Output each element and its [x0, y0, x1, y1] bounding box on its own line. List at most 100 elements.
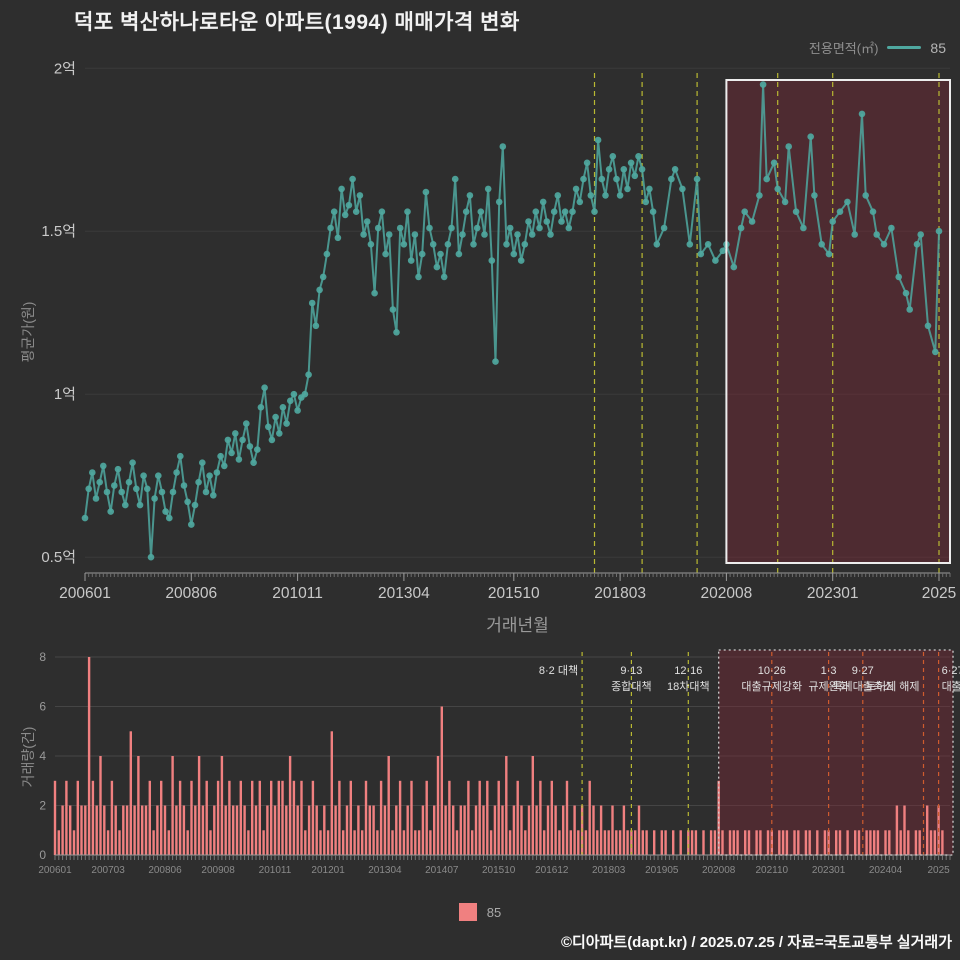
price-point[interactable] [290, 390, 298, 398]
price-point[interactable] [825, 250, 833, 258]
volume-bar[interactable] [80, 805, 83, 856]
price-point[interactable] [719, 247, 727, 255]
price-point[interactable] [642, 198, 650, 206]
price-point[interactable] [188, 521, 195, 528]
volume-bar[interactable] [216, 780, 220, 856]
volume-bar[interactable] [630, 830, 633, 856]
volume-bar[interactable] [254, 805, 258, 856]
price-point[interactable] [807, 133, 814, 140]
price-point[interactable] [96, 478, 103, 486]
volume-bar[interactable] [524, 830, 527, 856]
price-point[interactable] [679, 185, 686, 193]
volume-bar[interactable] [319, 830, 322, 856]
price-point[interactable] [481, 231, 488, 238]
price-point[interactable] [503, 241, 510, 248]
price-point[interactable] [389, 306, 397, 313]
price-point[interactable] [155, 472, 162, 480]
price-point[interactable] [470, 241, 477, 248]
volume-bar[interactable] [478, 780, 481, 856]
volume-bar[interactable] [914, 830, 918, 856]
volume-bar[interactable] [857, 830, 861, 856]
volume-bar[interactable] [455, 830, 459, 856]
volume-bar[interactable] [133, 805, 136, 856]
volume-bar[interactable] [941, 830, 944, 856]
volume-bar[interactable] [622, 805, 626, 856]
price-point[interactable] [671, 166, 679, 173]
volume-bar[interactable] [759, 830, 762, 856]
volume-bar[interactable] [118, 830, 121, 856]
volume-bar[interactable] [489, 830, 493, 856]
price-point[interactable] [635, 153, 642, 160]
price-point[interactable] [924, 322, 932, 330]
price-point[interactable] [547, 231, 554, 238]
volume-bar[interactable] [152, 830, 155, 856]
price-point[interactable] [536, 224, 543, 232]
price-point[interactable] [330, 208, 338, 215]
price-point[interactable] [455, 250, 463, 258]
volume-bar[interactable] [410, 780, 413, 856]
price-point[interactable] [144, 485, 151, 493]
price-point[interactable] [517, 257, 525, 264]
price-point[interactable] [932, 348, 939, 356]
price-point[interactable] [107, 508, 114, 515]
price-point[interactable] [836, 208, 844, 215]
price-point[interactable] [140, 472, 147, 480]
price-point[interactable] [319, 273, 327, 281]
volume-bar[interactable] [186, 830, 189, 856]
volume-bar[interactable] [417, 830, 421, 856]
price-point[interactable] [499, 143, 507, 150]
price-point[interactable] [287, 397, 294, 405]
volume-bar[interactable] [728, 830, 732, 856]
volume-bar[interactable] [929, 830, 933, 856]
price-point[interactable] [114, 465, 122, 473]
price-point[interactable] [510, 250, 518, 258]
price-point[interactable] [462, 208, 470, 215]
volume-bar[interactable] [713, 830, 717, 856]
volume-bar[interactable] [357, 805, 360, 856]
price-point[interactable] [730, 263, 738, 271]
price-point[interactable] [407, 257, 415, 264]
volume-bar[interactable] [61, 805, 64, 856]
volume-bar[interactable] [550, 780, 553, 856]
volume-bar[interactable] [690, 830, 694, 856]
volume-bar[interactable] [277, 780, 280, 856]
volume-bar[interactable] [444, 805, 447, 856]
volume-bar[interactable] [285, 805, 288, 856]
price-point[interactable] [294, 407, 301, 414]
price-point[interactable] [147, 553, 155, 561]
price-point[interactable] [693, 175, 701, 183]
volume-bar[interactable] [660, 830, 663, 856]
price-point[interactable] [649, 208, 657, 215]
price-point[interactable] [697, 250, 705, 258]
volume-bar[interactable] [626, 830, 629, 856]
price-point[interactable] [235, 456, 243, 463]
price-point[interactable] [646, 185, 653, 193]
price-point[interactable] [177, 452, 184, 460]
volume-bar[interactable] [865, 830, 868, 856]
price-point[interactable] [151, 495, 158, 502]
volume-bar[interactable] [664, 830, 667, 856]
price-point[interactable] [858, 110, 866, 118]
volume-bar[interactable] [315, 805, 318, 856]
price-point[interactable] [818, 241, 825, 248]
volume-bar[interactable] [326, 830, 330, 856]
price-point[interactable] [327, 224, 334, 232]
volume-bar[interactable] [736, 830, 739, 856]
price-point[interactable] [532, 208, 540, 215]
volume-bar[interactable] [505, 756, 508, 855]
volume-bar[interactable] [190, 780, 193, 856]
price-point[interactable] [895, 273, 902, 281]
volume-bar[interactable] [615, 830, 618, 856]
volume-bar[interactable] [372, 805, 375, 856]
price-point[interactable] [576, 198, 584, 206]
volume-bar[interactable] [197, 756, 201, 855]
volume-bar[interactable] [148, 780, 151, 856]
volume-bar[interactable] [395, 805, 398, 856]
volume-bar[interactable] [702, 830, 705, 856]
price-point[interactable] [620, 166, 628, 173]
price-point[interactable] [433, 263, 441, 271]
price-point[interactable] [759, 81, 767, 88]
price-point[interactable] [334, 234, 342, 242]
price-point[interactable] [276, 430, 283, 437]
volume-bar[interactable] [338, 780, 341, 856]
